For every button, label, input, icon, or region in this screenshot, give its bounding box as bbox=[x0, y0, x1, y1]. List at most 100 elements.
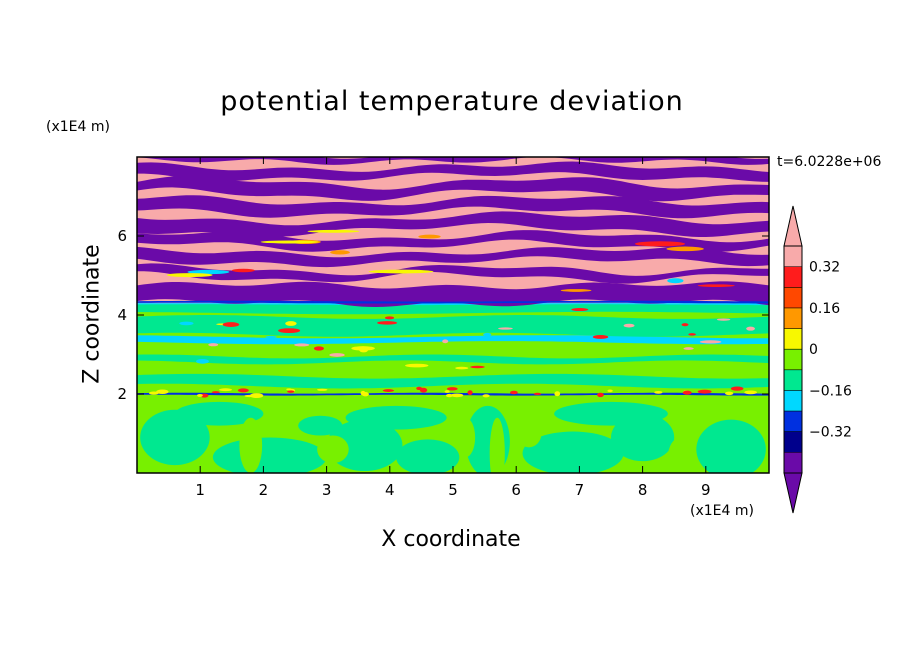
spot-mid-15 bbox=[716, 318, 731, 321]
layer-7 bbox=[137, 161, 769, 182]
spot-mid-23 bbox=[699, 340, 722, 344]
spot-z2-11 bbox=[200, 393, 209, 398]
cell-1 bbox=[212, 437, 327, 473]
colorbar-swatch-2 bbox=[784, 287, 802, 309]
blue-line-z43 bbox=[137, 300, 769, 304]
spot-mid-4 bbox=[265, 335, 277, 338]
spot-mid-26 bbox=[470, 365, 485, 369]
x-axis-label: X coordinate bbox=[0, 527, 904, 552]
colorbar-label-2: 0 bbox=[809, 342, 818, 358]
stripe-mid-5 bbox=[137, 302, 769, 315]
x-tick-label-4: 4 bbox=[385, 481, 395, 499]
cell-5 bbox=[522, 431, 624, 473]
filament-0 bbox=[187, 269, 230, 275]
spot-mid-16 bbox=[222, 322, 240, 327]
layer-3 bbox=[137, 230, 769, 252]
spot-mid-24 bbox=[683, 347, 694, 350]
filament-10 bbox=[666, 246, 704, 252]
cell-6 bbox=[611, 413, 675, 462]
spot-z2-28 bbox=[419, 387, 428, 393]
colorbar-swatch-6 bbox=[784, 369, 802, 391]
filament-2 bbox=[634, 241, 686, 247]
spot-mid-27 bbox=[329, 353, 345, 357]
spot-mid-10 bbox=[179, 321, 194, 326]
colorbar-swatch-5 bbox=[784, 349, 802, 371]
spot-z2-23 bbox=[156, 389, 169, 394]
time-annotation: t=6.0228e+06 bbox=[777, 154, 882, 170]
contour-field bbox=[137, 157, 769, 473]
colorbar-swatch-3 bbox=[784, 307, 802, 330]
spot-z2-13 bbox=[654, 391, 663, 394]
layer-0 bbox=[137, 281, 769, 307]
lime-feature-0 bbox=[239, 417, 263, 473]
filament-7 bbox=[697, 284, 735, 287]
spot-z2-12 bbox=[724, 391, 734, 396]
spot-z2-14 bbox=[597, 392, 604, 398]
spot-z2-17 bbox=[382, 389, 395, 392]
spot-z2-35 bbox=[697, 389, 712, 394]
lime-feature-3 bbox=[667, 437, 694, 473]
x-tick-label-3: 3 bbox=[322, 481, 332, 499]
spot-mid-20 bbox=[483, 332, 492, 337]
spot-z2-33 bbox=[446, 387, 458, 391]
cell-8 bbox=[174, 401, 264, 426]
spot-z2-21 bbox=[237, 388, 249, 393]
spot-z2-1 bbox=[450, 393, 464, 398]
filament-6 bbox=[166, 273, 213, 278]
spot-z2-24 bbox=[445, 393, 453, 398]
stripe-mid-3 bbox=[137, 335, 769, 345]
spot-mid-13 bbox=[313, 346, 325, 351]
spot-z2-4 bbox=[249, 393, 264, 399]
colorbar-label-0: 0.32 bbox=[809, 260, 840, 276]
x-tick-label-6: 6 bbox=[511, 481, 521, 499]
spot-z2-10 bbox=[607, 389, 613, 393]
filament-5 bbox=[560, 289, 592, 292]
spot-z2-22 bbox=[286, 388, 292, 391]
filament-12 bbox=[418, 234, 441, 239]
x-tick-label-7: 7 bbox=[575, 481, 585, 499]
x-axis-label-text: X coordinate bbox=[381, 527, 521, 552]
colorbar-extend-min bbox=[783, 472, 803, 514]
spot-z2-32 bbox=[467, 390, 473, 395]
colorbar-swatch-1 bbox=[784, 266, 802, 288]
spot-z2-26 bbox=[244, 394, 255, 398]
filament-3 bbox=[330, 250, 350, 255]
colorbar-frame bbox=[783, 245, 803, 474]
spot-mid-21 bbox=[592, 335, 609, 339]
layer-2 bbox=[137, 246, 769, 268]
layer-1 bbox=[137, 263, 769, 284]
spot-z2-6 bbox=[554, 391, 561, 397]
stripe-mid-1 bbox=[137, 373, 769, 389]
spot-mid-19 bbox=[571, 308, 589, 312]
spot-mid-1 bbox=[377, 321, 398, 325]
x-tick-label-2: 2 bbox=[259, 481, 269, 499]
spot-mid-25 bbox=[351, 346, 375, 351]
spot-mid-22 bbox=[196, 358, 209, 364]
colorbar-swatch-8 bbox=[784, 411, 802, 433]
colorbar-swatch-7 bbox=[784, 390, 802, 412]
x-tick-label-5: 5 bbox=[448, 481, 458, 499]
colorbar-label-1: 0.16 bbox=[809, 301, 840, 317]
x-axis: 1 2 3 4 5 6 7 8 9 bbox=[195, 157, 711, 499]
spot-z2-18 bbox=[148, 391, 159, 395]
spot-z2-34 bbox=[682, 390, 692, 395]
spot-z2-27 bbox=[211, 391, 220, 394]
x-tick-label-9: 9 bbox=[701, 481, 711, 499]
filament-1 bbox=[667, 278, 684, 284]
spot-mid-7 bbox=[384, 316, 395, 320]
spot-z2-30 bbox=[196, 393, 203, 397]
spot-z2-0 bbox=[444, 390, 450, 393]
spot-mid-2 bbox=[681, 323, 689, 327]
z-tick-label-6: 6 bbox=[117, 227, 127, 245]
cell-7 bbox=[696, 419, 766, 473]
spot-z2-25 bbox=[361, 391, 369, 397]
colorbar-label-3: −0.16 bbox=[809, 383, 852, 399]
colorbar-label-4: −0.32 bbox=[809, 425, 852, 441]
spot-mid-11 bbox=[208, 343, 219, 347]
colorbar-swatch-0 bbox=[784, 246, 802, 268]
spot-mid-29 bbox=[442, 339, 449, 344]
lime-feature-1 bbox=[489, 417, 505, 473]
spot-z2-20 bbox=[219, 388, 233, 392]
cell-0 bbox=[140, 409, 210, 466]
filament-4 bbox=[307, 229, 360, 233]
